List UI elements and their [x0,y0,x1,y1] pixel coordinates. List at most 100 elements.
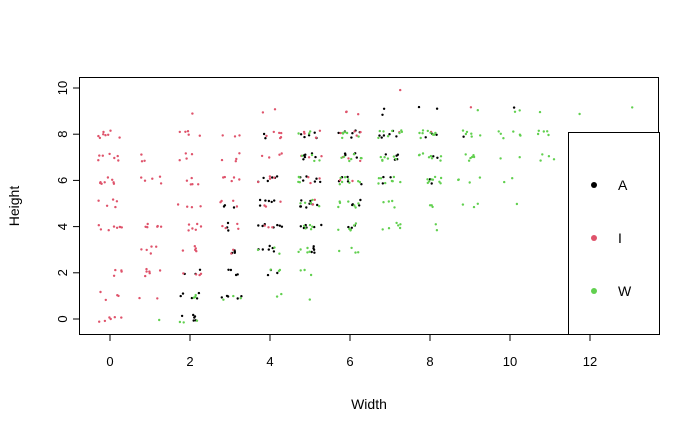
data-point-A [424,136,427,139]
data-point-A [268,244,271,248]
data-point-W [479,134,482,137]
data-point-A [193,315,197,318]
data-point-W [357,135,360,138]
data-point-W [432,133,435,136]
data-point-I [280,152,283,155]
data-point-W [429,154,433,158]
y-tick-label: 4 [55,223,70,230]
data-point-W [427,156,431,159]
data-point-W [232,294,235,298]
data-point-I [264,205,268,208]
data-point-I [194,273,198,276]
data-point-W [311,198,314,202]
data-point-A [346,175,349,179]
data-point-A [350,226,353,229]
data-point-A [417,105,421,109]
data-point-W [429,131,432,134]
data-point-W [194,293,197,297]
data-point-I [181,249,185,252]
data-point-A [384,153,387,156]
data-point-W [536,132,540,136]
data-point-I [190,206,194,209]
data-point-W [337,205,340,209]
data-point-A [314,155,317,159]
data-point-A [312,248,316,251]
y-tick-label: 6 [55,177,70,184]
data-point-I [278,153,281,156]
data-point-I [261,111,265,114]
data-point-I [357,113,360,116]
data-point-I [314,136,318,139]
data-point-A [396,153,400,156]
data-point-I [156,224,159,228]
data-point-A [226,221,230,225]
data-point-W [338,249,341,253]
data-point-W [552,158,556,161]
data-point-W [377,182,380,185]
data-point-I [97,224,101,227]
data-point-A [190,296,194,300]
data-point-A [313,225,316,229]
data-point-I [113,316,117,319]
data-point-I [182,272,185,275]
data-point-W [277,269,281,273]
data-point-I [237,227,240,230]
data-point-W [518,109,521,112]
data-point-W [470,135,473,138]
data-point-A [312,245,315,248]
data-point-W [304,227,307,230]
data-point-W [468,181,471,184]
data-point-W [392,155,396,158]
data-point-I [238,152,241,155]
data-point-W [377,177,381,180]
data-point-W [378,129,381,133]
data-point-A [378,134,381,137]
data-point-W [341,136,344,140]
data-point-W [470,132,473,135]
data-point-I [158,269,162,272]
data-point-I [223,175,226,179]
data-point-I [116,294,119,297]
data-point-W [309,201,313,205]
data-point-I [176,203,180,206]
data-point-W [394,157,398,161]
data-point-W [308,298,311,301]
data-point-A [264,137,267,140]
data-point-W [439,159,442,162]
data-point-I [355,134,358,137]
data-point-W [419,136,422,140]
legend-label-A: A [618,177,628,193]
data-point-I [224,226,227,230]
data-point-W [273,246,276,249]
data-point-A [192,313,195,317]
data-point-W [478,176,482,179]
data-point-W [299,248,302,251]
data-point-I [194,228,197,231]
data-point-A [382,175,385,179]
data-point-I [145,270,148,273]
data-point-I [106,176,110,179]
data-point-A [355,156,358,159]
data-point-A [225,294,229,298]
data-point-W [178,320,182,324]
data-point-W [381,228,384,231]
points-layer [97,88,634,324]
data-point-W [338,183,341,186]
data-point-W [303,201,307,204]
data-point-A [270,200,273,204]
data-point-A [261,248,264,251]
legend-box [568,132,660,335]
data-point-I [190,176,193,180]
data-point-W [382,201,385,204]
data-point-A [435,107,439,110]
data-point-W [354,222,358,225]
data-point-I [184,152,187,155]
data-point-I [263,224,266,227]
x-tick-label: 10 [503,354,517,369]
data-point-I [273,108,277,111]
data-point-I [191,227,194,230]
data-point-W [313,159,316,163]
data-point-I [148,270,151,273]
data-point-W [297,132,300,135]
